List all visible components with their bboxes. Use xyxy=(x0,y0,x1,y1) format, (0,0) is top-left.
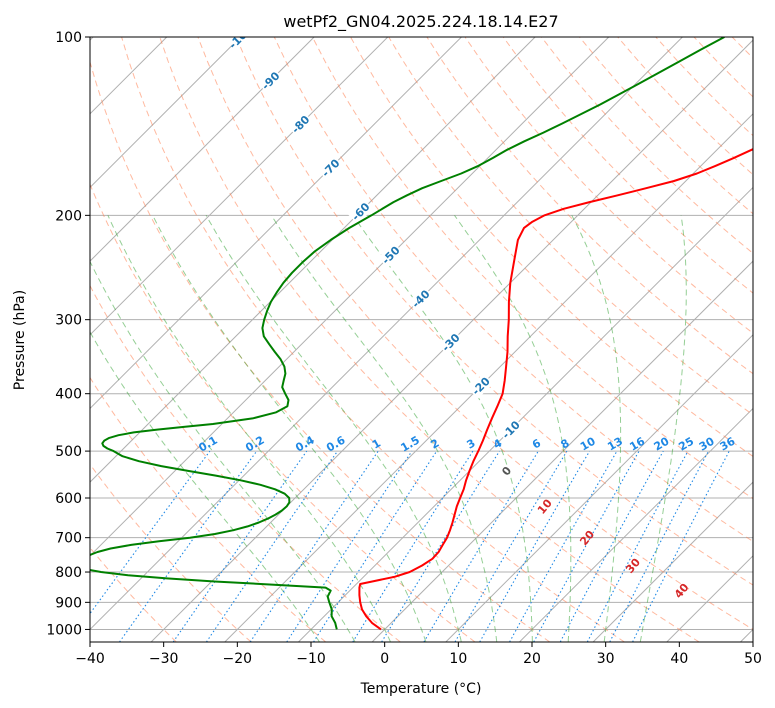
mixing-ratio-line xyxy=(509,450,618,642)
y-tick-label: 600 xyxy=(55,491,82,507)
dry-adiabat xyxy=(273,37,753,543)
y-axis: 1000 900 800 700 600 500 400 300 200 100 xyxy=(46,30,90,638)
isotherm--80 xyxy=(90,37,389,336)
dry-adiabat xyxy=(90,463,252,642)
plot-frame xyxy=(89,36,754,643)
isotherm-label-bg xyxy=(377,242,404,268)
moist-adiabat xyxy=(90,260,356,642)
dry-adiabat xyxy=(197,37,753,630)
isotherm-label-bg xyxy=(257,67,284,94)
moist-adiabat xyxy=(352,215,533,642)
chart-title: wetPf2_GN04.2025.224.18.14.E27 xyxy=(283,12,558,32)
isotherm--50 xyxy=(90,37,610,557)
mixing-ratio-line xyxy=(533,450,640,642)
x-tick-label: 10 xyxy=(449,651,467,667)
dry-adiabat xyxy=(90,376,327,642)
moist-adiabat xyxy=(107,215,391,642)
mixing-ratio-line xyxy=(119,450,258,642)
isotherm-label-bg xyxy=(407,286,434,312)
moist-adiabat xyxy=(90,330,320,642)
mixing-ratio-line xyxy=(286,450,413,642)
mixing-ratio-line xyxy=(205,450,338,642)
mixing-ratio-line xyxy=(559,450,664,642)
isotherm--100 xyxy=(90,37,241,189)
mixing-ratio-line xyxy=(352,450,474,642)
y-tick-label: 100 xyxy=(55,30,82,46)
isotherm-label-bg xyxy=(317,155,344,181)
isotherm-0 xyxy=(371,260,753,642)
moist-adiabat xyxy=(270,215,498,642)
dry-adiabat xyxy=(311,37,753,500)
moist-adiabat xyxy=(639,215,687,642)
x-tick-label: 40 xyxy=(670,651,688,667)
isotherm-30 xyxy=(592,481,753,642)
mixing-ratio-line xyxy=(90,450,211,615)
y-tick-label: 1000 xyxy=(46,622,82,638)
moist-adiabat xyxy=(454,215,572,642)
y-axis-label: Pressure (hPa) xyxy=(12,290,28,390)
y-tick-label: 400 xyxy=(55,387,82,403)
isotherm-10 xyxy=(445,334,753,642)
y-tick-label: 500 xyxy=(55,444,82,460)
dry-adiabat xyxy=(121,37,625,642)
dewpoint-profile xyxy=(90,37,725,630)
isotherm-label-bg xyxy=(437,329,464,356)
plot-area: 0.1 0.2 0.4 0.6 1 1.5 2 3 4 6 8 10 13 16 20 25 30 36-100-… xyxy=(90,37,753,642)
x-axis-label: Temperature (°C) xyxy=(360,681,482,697)
x-tick-label: 30 xyxy=(597,651,615,667)
dry-adiabat xyxy=(159,37,700,642)
dry-adiabat xyxy=(235,37,753,586)
x-tick-label: −40 xyxy=(75,651,105,667)
y-tick-label: 800 xyxy=(55,565,82,581)
mixing-ratio-line xyxy=(381,450,500,642)
dry-adiabat xyxy=(90,60,551,642)
isotherm--20 xyxy=(224,113,753,642)
x-tick-label: −10 xyxy=(296,651,326,667)
isotherm--90 xyxy=(90,37,315,262)
isotherm-label-bg xyxy=(498,416,524,443)
y-tick-label: 300 xyxy=(55,313,82,329)
isotherm--60 xyxy=(90,37,536,483)
x-tick-label: −20 xyxy=(223,651,253,667)
dry-adiabat xyxy=(502,37,753,294)
isotherm-label-bg xyxy=(468,373,494,399)
isotherm-20 xyxy=(519,407,753,642)
moist-adiabat xyxy=(152,215,427,642)
y-tick-label: 900 xyxy=(55,595,82,611)
y-tick-label: 700 xyxy=(55,531,82,547)
mixing-ratio-line xyxy=(632,450,730,642)
isotherm-label-bg xyxy=(227,37,254,50)
x-axis: −40 −30 −20 −10 0 10 20 30 40 50 xyxy=(75,642,762,667)
isotherm-label-bg xyxy=(287,111,314,137)
moist-adiabat xyxy=(571,215,622,642)
moist-adiabat xyxy=(205,215,462,642)
x-tick-label: 50 xyxy=(744,651,762,667)
y-tick-label: 200 xyxy=(55,208,82,224)
x-tick-label: 20 xyxy=(523,651,541,667)
mixing-ratio-line xyxy=(249,450,379,642)
mixing-ratio-line xyxy=(172,450,308,642)
isotherm--70 xyxy=(90,37,462,410)
x-tick-label: 0 xyxy=(380,651,389,667)
isotherm--40 xyxy=(90,37,683,631)
x-tick-label: −30 xyxy=(149,651,179,667)
temperature-profile xyxy=(358,147,753,631)
mixing-ratio-line xyxy=(313,450,438,642)
isotherm-label-bg xyxy=(347,198,374,225)
